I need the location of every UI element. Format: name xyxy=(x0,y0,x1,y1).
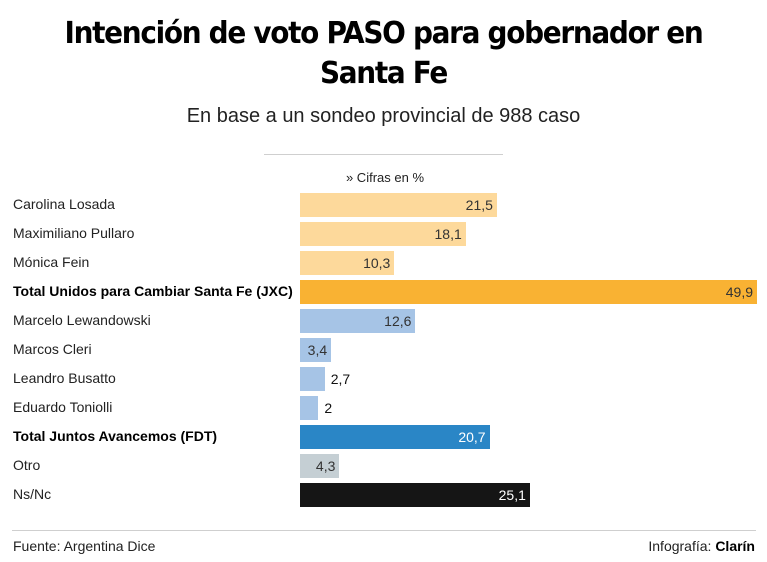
bar-row: Total Juntos Avancemos (FDT) 20,7 xyxy=(0,425,767,449)
category-label: Marcos Cleri xyxy=(13,341,92,357)
bar-row: Marcos Cleri 3,4 xyxy=(0,338,767,362)
category-label: Otro xyxy=(13,457,41,473)
bar xyxy=(300,367,325,391)
bar-row: Otro 4,3 xyxy=(0,454,767,478)
bar-row: Total Unidos para Cambiar Santa Fe (JXC)… xyxy=(0,280,767,304)
category-label: Total Juntos Avancemos (FDT) xyxy=(13,428,218,444)
credit-note: Infografía: Clarín xyxy=(648,538,755,554)
credit-prefix: Infografía: xyxy=(648,538,716,554)
value-label: 25,1 xyxy=(498,487,526,503)
bar xyxy=(300,396,319,420)
bar xyxy=(300,193,497,217)
bar xyxy=(300,454,340,478)
units-note: » Cifras en % xyxy=(345,170,425,185)
value-label: 2 xyxy=(324,400,333,416)
bar-row: Carolina Losada 21,5 xyxy=(0,193,767,217)
bar xyxy=(300,280,757,304)
bar xyxy=(300,338,332,362)
value-label: 10,3 xyxy=(363,255,391,271)
value-label: 2,7 xyxy=(330,371,351,387)
source-note: Fuente: Argentina Dice xyxy=(13,538,156,554)
credit-brand: Clarín xyxy=(715,538,755,554)
bar-chart: Carolina Losada 21,5 Maximiliano Pullaro 18… xyxy=(0,193,767,513)
category-label: Eduardo Toniolli xyxy=(13,399,113,415)
value-label: 20,7 xyxy=(458,429,486,445)
footer-divider xyxy=(12,530,756,531)
category-label: Maximiliano Pullaro xyxy=(13,225,135,241)
value-label: 18,1 xyxy=(434,226,462,242)
bar-row: Mónica Fein 10,3 xyxy=(0,251,767,275)
bar-row: Ns/Nc 25,1 xyxy=(0,483,767,507)
category-label: Marcelo Lewandowski xyxy=(13,312,151,328)
category-label: Total Unidos para Cambiar Santa Fe (JXC) xyxy=(13,283,293,299)
chart-title: Intención de voto PASO para gobernador e… xyxy=(64,16,703,91)
bar xyxy=(300,425,490,449)
category-label: Mónica Fein xyxy=(13,254,90,270)
value-label: 21,5 xyxy=(465,197,493,213)
header-divider xyxy=(264,154,503,155)
category-label: Leandro Busatto xyxy=(13,370,116,386)
bar-row: Marcelo Lewandowski 12,6 xyxy=(0,309,767,333)
bar-row: Eduardo Toniolli 2 xyxy=(0,396,767,420)
value-label: 3,4 xyxy=(307,342,328,358)
category-label: Ns/Nc xyxy=(13,486,52,502)
bar xyxy=(300,483,530,507)
value-label: 12,6 xyxy=(384,313,412,329)
bar xyxy=(300,222,466,246)
category-label: Carolina Losada xyxy=(13,196,115,212)
bar xyxy=(300,251,395,275)
bar-row: Maximiliano Pullaro 18,1 xyxy=(0,222,767,246)
value-label: 4,3 xyxy=(315,458,336,474)
chart-subtitle: En base a un sondeo provincial de 988 ca… xyxy=(186,105,581,127)
bar xyxy=(300,309,416,333)
bar-row: Leandro Busatto 2,7 xyxy=(0,367,767,391)
value-label: 49,9 xyxy=(725,284,753,300)
